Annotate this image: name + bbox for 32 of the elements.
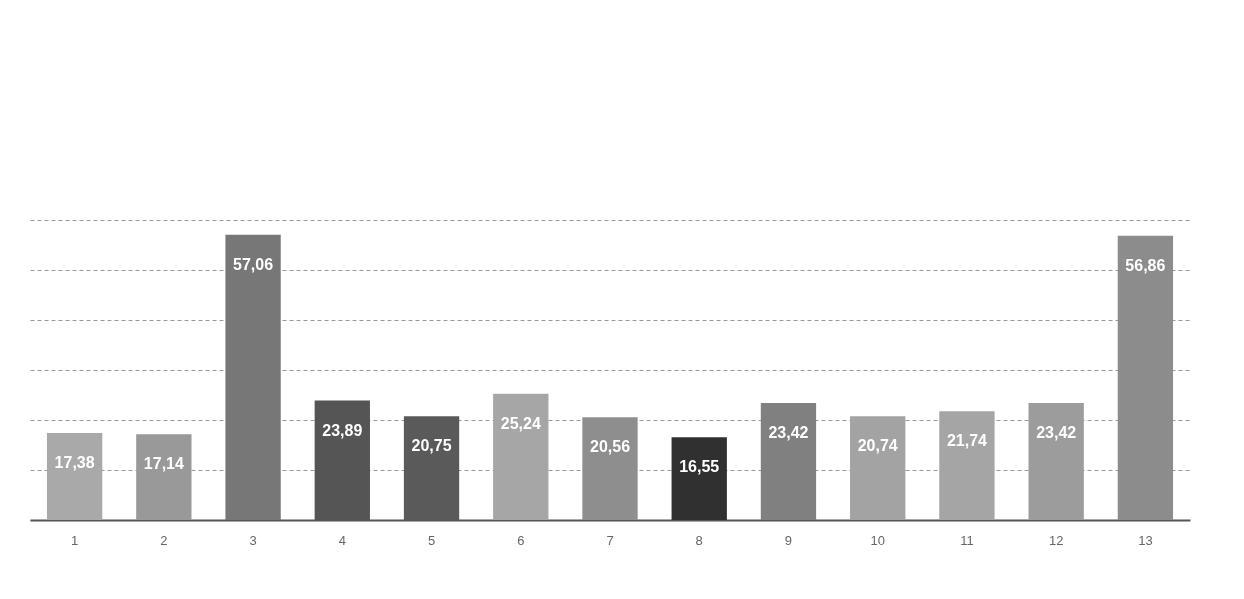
x-tick-label: 6 — [517, 532, 525, 548]
data-label: 17,38 — [54, 454, 95, 472]
bar — [1117, 235, 1174, 520]
x-tick-label: 11 — [960, 532, 974, 548]
bar — [493, 393, 549, 520]
data-label: 57,06 — [233, 255, 274, 273]
data-label: 21,74 — [946, 432, 988, 450]
x-tick-label: 12 — [1048, 532, 1064, 548]
data-label: 17,14 — [143, 455, 184, 473]
x-tick-label: 7 — [606, 532, 614, 548]
x-tick-label: 9 — [784, 532, 793, 548]
data-label: 16,55 — [679, 458, 720, 476]
bar — [225, 234, 281, 520]
x-tick-label: 4 — [338, 532, 346, 548]
x-tick-label: 3 — [249, 532, 257, 548]
x-tick-label: 13 — [1138, 532, 1153, 548]
x-tick-label: 8 — [695, 532, 703, 548]
data-label: 20,75 — [411, 437, 452, 455]
data-label: 23,42 — [1036, 423, 1077, 441]
x-tick-label: 10 — [870, 532, 885, 548]
data-label: 23,42 — [768, 423, 809, 441]
data-label: 23,89 — [322, 421, 363, 439]
data-label: 20,74 — [857, 437, 898, 455]
bar — [46, 433, 103, 520]
data-label: 25,24 — [500, 414, 541, 432]
bar — [671, 437, 727, 520]
x-tick-label: 5 — [427, 532, 436, 548]
x-tick-label: 1 — [71, 532, 79, 548]
bar — [760, 402, 817, 520]
x-tick-label: 2 — [160, 532, 168, 548]
data-label: 20,56 — [589, 438, 631, 456]
data-label: 56,86 — [1125, 256, 1166, 274]
